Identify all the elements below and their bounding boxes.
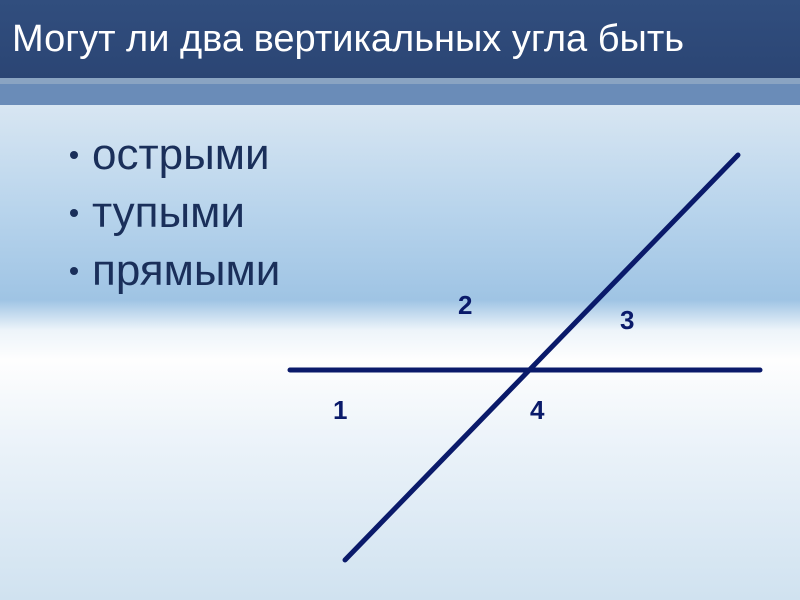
angle-label-4: 4 <box>530 395 544 426</box>
diagonal-line <box>345 155 738 560</box>
bullet-dot-icon <box>70 209 78 217</box>
slide: Могут ли два вертикальных угла быть остр… <box>0 0 800 600</box>
angle-label-1: 1 <box>333 395 347 426</box>
angle-label-3: 3 <box>620 305 634 336</box>
title-bar: Могут ли два вертикальных угла быть <box>0 0 800 84</box>
angle-label-2: 2 <box>458 290 472 321</box>
bullet-dot-icon <box>70 151 78 159</box>
bullet-text: острыми <box>92 130 270 180</box>
bullet-text: тупыми <box>92 188 245 238</box>
bullet-dot-icon <box>70 267 78 275</box>
bullet-text: прямыми <box>92 246 280 296</box>
slide-title: Могут ли два вертикальных угла быть <box>12 18 684 61</box>
list-item: острыми <box>70 130 280 180</box>
bullet-list: острыми тупыми прямыми <box>70 130 280 304</box>
list-item: прямыми <box>70 246 280 296</box>
list-item: тупыми <box>70 188 280 238</box>
